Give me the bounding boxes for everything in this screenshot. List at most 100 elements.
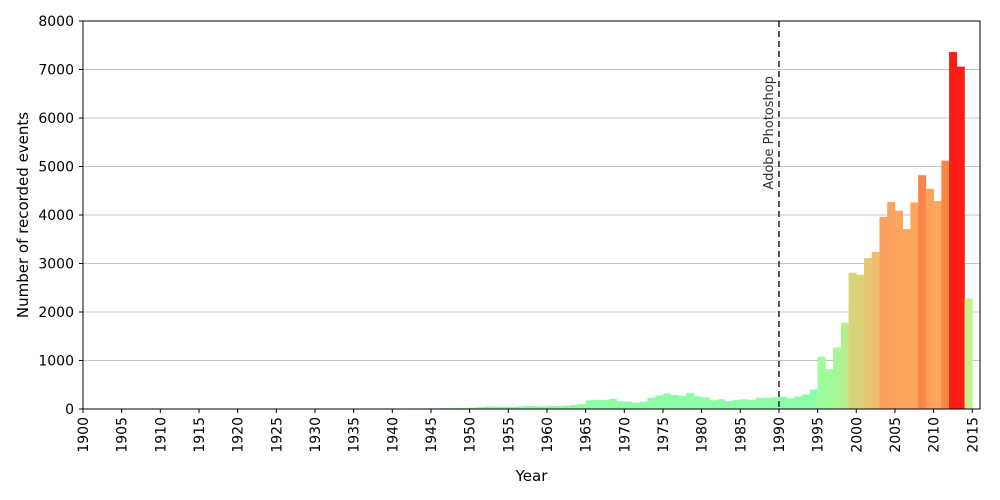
x-tick-label: 1955 — [501, 417, 517, 453]
y-tick-label: 0 — [65, 402, 74, 418]
x-tick-label: 1975 — [656, 417, 672, 453]
bar — [662, 393, 671, 409]
x-tick-label: 1900 — [76, 417, 92, 453]
bar — [601, 400, 610, 409]
bar — [639, 401, 648, 409]
bar — [709, 400, 718, 409]
bar — [771, 397, 780, 409]
bar — [717, 399, 726, 409]
bar — [724, 401, 733, 409]
bar — [632, 402, 641, 409]
x-tick-label: 1965 — [579, 417, 595, 453]
bar — [809, 389, 818, 409]
bar — [670, 394, 679, 409]
x-tick-label: 1915 — [192, 417, 208, 453]
bar — [608, 398, 617, 409]
bar — [647, 397, 656, 409]
bar — [469, 407, 478, 409]
bar — [887, 201, 896, 409]
bar — [956, 66, 965, 409]
x-tick-label: 1930 — [308, 417, 324, 453]
bar — [941, 160, 950, 409]
bar — [732, 399, 741, 409]
x-tick-label: 1910 — [153, 417, 169, 453]
y-tick-label: 3000 — [38, 257, 74, 273]
bar — [763, 397, 772, 409]
y-tick-label: 2000 — [38, 305, 74, 321]
bar — [454, 407, 463, 409]
bar — [554, 406, 563, 409]
x-tick-label: 1985 — [733, 417, 749, 453]
x-tick-label: 1950 — [463, 417, 479, 453]
x-tick-label: 1990 — [772, 417, 788, 453]
bar — [755, 397, 764, 409]
bar — [879, 216, 888, 409]
x-tick-label: 2015 — [965, 417, 981, 453]
bar — [949, 52, 958, 409]
bar — [748, 399, 757, 409]
bar — [577, 404, 586, 409]
bar — [516, 406, 525, 409]
bar — [624, 401, 633, 409]
bar — [833, 347, 842, 409]
x-tick-label: 1935 — [347, 417, 363, 453]
gridlines — [83, 69, 980, 361]
bar — [740, 399, 749, 409]
bar — [918, 175, 927, 409]
x-tick-label: 1970 — [617, 417, 633, 453]
bar — [693, 396, 702, 409]
bar — [523, 405, 532, 409]
bar — [910, 202, 919, 409]
bar — [856, 274, 865, 409]
bar — [593, 399, 602, 409]
x-tick-label: 1995 — [811, 417, 827, 453]
bar — [778, 396, 787, 409]
x-tick-label: 2000 — [849, 417, 865, 453]
x-tick-label: 1925 — [269, 417, 285, 453]
bar — [902, 229, 911, 409]
y-tick-label: 4000 — [38, 208, 74, 224]
x-tick-label: 2010 — [927, 417, 943, 453]
x-tick-label: 1940 — [385, 417, 401, 453]
bar — [655, 395, 664, 409]
bar — [894, 210, 903, 409]
x-tick-label: 1920 — [231, 417, 247, 453]
x-tick-label: 1960 — [540, 417, 556, 453]
y-tick-label: 5000 — [38, 160, 74, 176]
bar — [786, 398, 795, 409]
bars — [83, 52, 973, 409]
bar — [678, 395, 687, 409]
bar — [802, 394, 811, 409]
bar — [492, 406, 501, 409]
y-tick-label: 8000 — [38, 14, 74, 30]
bar — [864, 258, 873, 409]
bar — [461, 407, 470, 409]
x-tick-label: 1980 — [695, 417, 711, 453]
y-tick-label: 6000 — [38, 111, 74, 127]
annotation: Adobe Photoshop — [762, 21, 780, 409]
bar — [794, 396, 803, 409]
x-tick-label: 1905 — [115, 417, 131, 453]
bar — [531, 406, 540, 409]
y-tick-label: 1000 — [38, 354, 74, 370]
bar — [508, 407, 517, 409]
bar — [817, 356, 826, 409]
bar — [485, 406, 494, 409]
bar — [539, 406, 548, 409]
photoshop-marker-label: Adobe Photoshop — [762, 76, 777, 190]
bar — [546, 405, 555, 409]
bar — [840, 322, 849, 409]
bar — [925, 188, 934, 409]
bar — [500, 406, 509, 409]
x-axis-title: Year — [515, 467, 549, 485]
x-tick-label: 2005 — [888, 417, 904, 453]
bar — [871, 251, 880, 409]
bar — [848, 272, 857, 409]
bar — [701, 397, 710, 409]
bar — [964, 298, 973, 409]
bar — [825, 369, 834, 409]
bar — [562, 405, 571, 409]
bar — [933, 200, 942, 409]
axis-ticks: 1900 1905 1910 1915 1920 1925 1930 1935 1940 1945… — [38, 14, 981, 453]
